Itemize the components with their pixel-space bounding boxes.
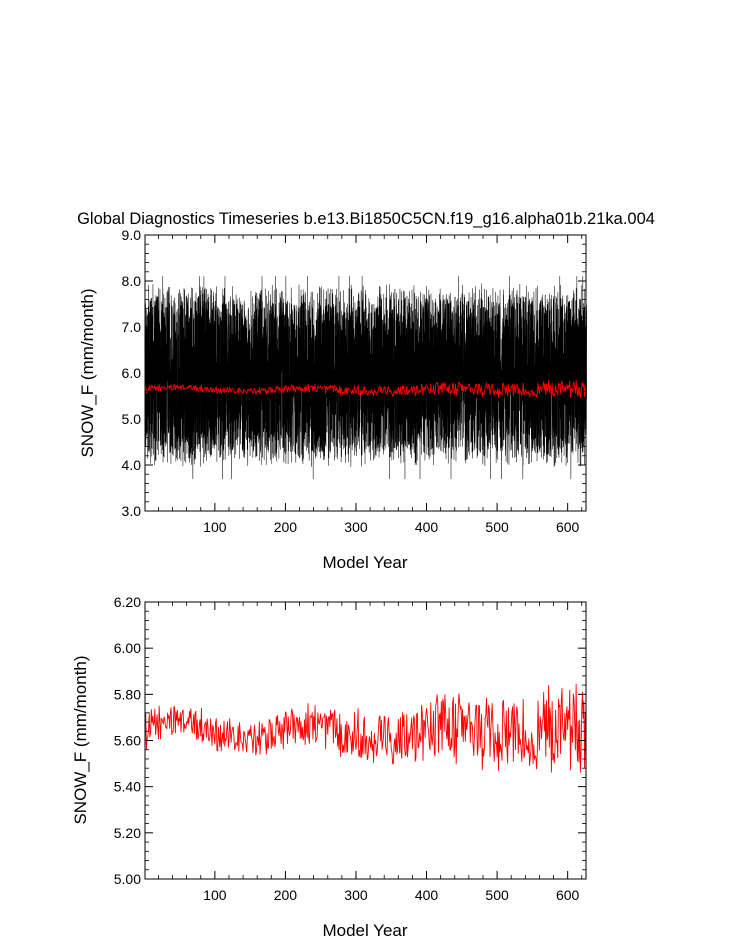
series-line-monthly [144, 276, 587, 480]
series-layer [144, 276, 587, 480]
y-tick-label: 5.20 [114, 825, 141, 841]
x-tick-label: 600 [556, 519, 580, 535]
ticks-layer: 100 200 300 400 500 600 3.0 4.0 5.0 6.0 7.0 8.0 9.0 [122, 227, 586, 535]
series-line-annual-mean [144, 379, 587, 399]
x-tick-label: 100 [203, 519, 227, 535]
x-axis-title: Model Year [322, 553, 407, 572]
x-tick-label: 200 [274, 519, 298, 535]
x-axis-title: Model Year [322, 921, 407, 940]
x-tick-label: 400 [415, 887, 439, 903]
y-tick-label: 9.0 [122, 227, 142, 243]
x-tick-label: 100 [203, 887, 227, 903]
y-tick-label: 6.0 [122, 365, 142, 381]
y-tick-label: 5.80 [114, 686, 141, 702]
y-tick-label: 3.0 [122, 503, 142, 519]
series-line-annual-mean [144, 683, 587, 773]
x-tick-label: 300 [344, 887, 368, 903]
y-tick-label: 5.0 [122, 411, 142, 427]
series-layer [144, 683, 587, 773]
ticks-layer: 100 200 300 400 500 600 5.00 5.20 5.40 5.60 5.80 6.… [114, 594, 586, 903]
chart-title: Global Diagnostics Timeseries b.e13.Bi18… [77, 210, 655, 228]
panel-top: Global Diagnostics Timeseries b.e13.Bi18… [77, 210, 655, 572]
panel-bottom: 100 200 300 400 500 600 5.00 5.20 5.40 5.60 5.80 6.… [71, 594, 587, 940]
y-tick-label: 6.00 [114, 640, 141, 656]
y-tick-label: 7.0 [122, 319, 142, 335]
y-axis-title: SNOW_F (mm/month) [78, 288, 97, 457]
x-tick-label: 600 [556, 887, 580, 903]
x-tick-label: 500 [485, 887, 509, 903]
y-tick-label: 4.0 [122, 457, 142, 473]
y-tick-label: 6.20 [114, 594, 141, 610]
y-axis-title: SNOW_F (mm/month) [71, 655, 90, 824]
y-tick-label: 5.60 [114, 733, 141, 749]
x-tick-label: 200 [274, 887, 298, 903]
x-tick-label: 500 [485, 519, 509, 535]
x-tick-label: 300 [344, 519, 368, 535]
y-tick-label: 5.40 [114, 779, 141, 795]
x-tick-label: 400 [415, 519, 439, 535]
y-tick-label: 8.0 [122, 273, 142, 289]
y-tick-label: 5.00 [114, 871, 141, 887]
